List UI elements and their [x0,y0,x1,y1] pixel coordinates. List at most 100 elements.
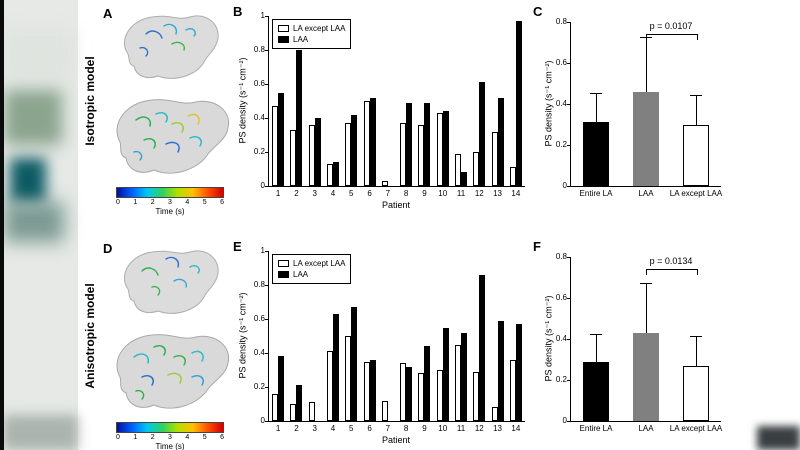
bar-laa [497,97,504,186]
bar-laa [424,346,431,421]
time-colorbar-label: Time (s) [155,207,185,216]
x-tick-label: 3 [312,424,317,433]
colorbar-tick-label: 5 [202,434,207,441]
y-tick-label: 0.2 [555,375,567,384]
bar-laa [633,91,659,186]
bar-la-except-laa [345,123,352,186]
error-bar-cap [590,333,602,335]
bar-la-except-laa [455,344,461,421]
bar-la-except-laa [381,180,388,186]
x-tick-label: 1 [275,424,281,433]
x-tick-label: 6 [367,424,372,433]
significance-bracket [646,269,698,275]
legend-entry-la-except-laa: LA except LAA [278,23,345,34]
legend-entry-laa: LAA [278,269,345,280]
y-tick-mark [265,251,269,252]
row-label-anisotropic: Anisotropic model [83,283,97,389]
bar-laa [442,327,449,421]
bar-la-except-laa [363,361,370,421]
bar-la-except-laa [683,365,709,421]
isotropic-atrium-model-top-image [123,15,219,79]
y-tick-mark [567,380,571,381]
x-tick-label: 11 [456,424,466,433]
time-colorbar-ticks: 0 1 2 3 4 5 6 [116,198,224,207]
x-tick-label: 14 [511,424,521,433]
x-tick-label: 9 [422,424,427,433]
bar-laa [479,82,486,186]
y-tick-mark [567,186,571,187]
bar-la-except-laa [509,359,516,421]
colorbar-tick-label: 0 [116,434,120,441]
x-tick-label: LA except LAA [669,189,723,198]
y-tick-label: 1 [260,11,265,20]
y-tick-label: 0.6 [253,314,265,323]
x-tick-label: 8 [403,189,409,198]
x-tick-label: 14 [511,189,521,198]
error-bar-cap [640,282,652,284]
anisotropic-atrium-model-top-image [123,250,219,314]
y-tick-mark [265,421,269,422]
y-tick-label: 0.2 [253,147,265,156]
chart-e-ps-density-per-patient: LA except LAA LAA 0 0.2 0.4 0.6 0.8 1 1 2 3 4 5 6 7 8… [254,246,525,433]
x-tick-label: LAA [638,189,654,198]
bar-laa [278,356,285,421]
x-tick-label: 4 [330,189,336,198]
bar-laa [369,97,376,186]
error-bar [696,95,697,125]
x-tick-label: 12 [474,424,484,433]
bar-laa [479,274,486,421]
panel-label-d: D [103,241,113,256]
chart-b-xlabel: Patient [381,200,411,210]
chart-e-ylabel: PS density (s⁻¹ cm⁻²) [237,292,248,379]
y-tick-label: 0 [260,416,265,425]
x-tick-label: 13 [493,424,503,433]
y-tick-mark [567,421,571,422]
p-value-label: p = 0.0107 [649,21,693,31]
chart-f-ps-density-summary: 0 0.2 0.4 0.6 0.8 Entire LA LAA LA except LAA p … [556,252,722,433]
y-tick-label: 0.8 [253,45,265,54]
bar-laa [296,50,303,186]
y-tick-label: 0.4 [253,113,265,122]
bar-la-except-laa [381,400,388,421]
y-tick-mark [265,319,269,320]
x-tick-label: Entire LA [579,424,613,433]
colorbar-tick-label: 1 [133,199,138,206]
chart-c-ps-density-summary: 0 0.2 0.4 0.6 0.8 Entire LA LAA LA except LAA p … [556,17,722,198]
bar-laa [461,172,467,186]
y-tick-mark [265,186,269,187]
panel-label-c: C [533,4,543,19]
legend-swatch-black [278,271,289,278]
panel-label-f: F [533,239,541,254]
chart-f-ylabel: PS density (s⁻¹ cm⁻²) [543,295,554,382]
error-bar [596,93,597,123]
significance-bracket [646,34,698,40]
panel-label-b: B [233,4,243,19]
bar-laa [515,21,522,186]
y-tick-label: 0.4 [555,334,567,343]
y-tick-mark [567,257,571,258]
bar-la-except-laa [400,363,407,421]
legend-label: LA except LAA [293,24,346,33]
x-tick-label: 8 [403,424,409,433]
colorbar-tick-label: 2 [150,199,155,206]
bar-la-except-laa [327,351,333,421]
legend-entry-la-except-laa: LA except LAA [278,258,345,269]
bar-la-except-laa [683,124,709,186]
bar-la-except-laa [418,124,425,186]
y-tick-label: 0.8 [555,252,567,261]
bar-laa [351,114,358,186]
error-bar-cap [690,94,702,96]
y-tick-label: 0 [260,181,265,190]
error-bar [696,336,697,366]
bar-laa [515,324,522,421]
bar-la-except-laa [327,163,333,186]
x-tick-label: 10 [438,189,448,198]
bar-la-except-laa [491,131,498,186]
bar-la-except-laa [308,402,315,421]
bar-laa [424,102,431,186]
x-tick-label: LA except LAA [669,424,723,433]
x-tick-label: 9 [422,189,427,198]
bar-la-except-laa [272,393,279,421]
bar-laa [406,366,413,421]
